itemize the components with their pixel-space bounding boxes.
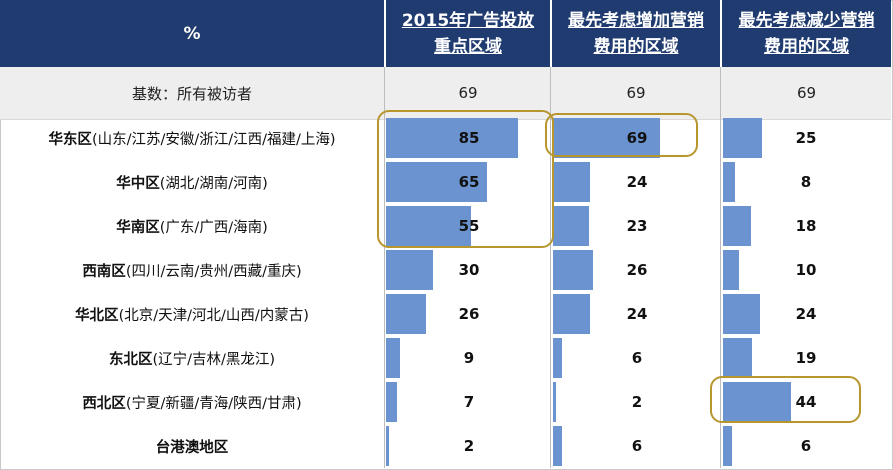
bar-ad-focus <box>386 162 487 202</box>
bar-decrease <box>723 118 762 158</box>
header-col-2-line1: 最先考虑增加营销 <box>568 10 704 31</box>
value-label-ad-focus: 65 <box>458 173 480 191</box>
column-divider <box>384 67 385 468</box>
header-percent-cell: % <box>0 0 384 67</box>
header-col-2-line2: 费用的区域 <box>593 36 679 57</box>
header-divider <box>720 0 722 67</box>
bar-increase <box>553 162 591 202</box>
region-name: 台港澳地区 <box>155 439 229 456</box>
row-label-north: 华北区 (北京/天津/河北/山西/内蒙古) <box>0 292 384 336</box>
header-col-3-line2: 费用的区域 <box>764 36 849 57</box>
bar-ad-focus <box>386 338 400 378</box>
value-label-increase: 69 <box>626 129 648 147</box>
row-label-central: 华中区 (湖北/湖南/河南) <box>0 160 384 204</box>
region-provinces: (宁夏/新疆/青海/陕西/甘肃) <box>125 395 302 412</box>
highlight-box-increase <box>545 113 698 157</box>
base-label: 基数：所有被访者 <box>131 84 252 103</box>
value-label-decrease: 18 <box>795 217 817 235</box>
header-col-1-line1: 2015年广告投放 <box>401 10 535 31</box>
region-name: 华北区 <box>75 307 119 324</box>
region-name: 华东区 <box>48 131 92 148</box>
column-divider <box>720 67 721 468</box>
region-provinces: (辽宁/吉林/黑龙江) <box>152 351 276 368</box>
bar-increase <box>553 206 589 246</box>
bar-increase <box>553 250 594 290</box>
value-label-ad-focus: 85 <box>458 129 480 147</box>
row-label-south: 华南区 (广东/广西/海南) <box>0 204 384 248</box>
region-provinces: (湖北/湖南/河南) <box>159 175 268 192</box>
region-provinces: (山东/江苏/安徽/浙江/江西/福建/上海) <box>91 131 336 148</box>
bar-increase <box>553 294 591 334</box>
value-label-decrease: 44 <box>795 393 817 411</box>
value-label-increase: 2 <box>631 393 643 411</box>
header-col-3-line1: 最先考虑减少营销 <box>738 10 875 31</box>
header-col-increase: 最先考虑增加营销 费用的区域 <box>552 0 720 67</box>
highlight-box-ad-focus <box>377 110 554 248</box>
bar-decrease <box>723 426 733 466</box>
bar-decrease <box>723 250 739 290</box>
value-label-increase: 23 <box>626 217 648 235</box>
bar-decrease <box>723 382 792 422</box>
value-label-ad-focus: 55 <box>458 217 480 235</box>
bar-increase <box>553 426 563 466</box>
bar-ad-focus <box>386 426 390 466</box>
row-label-east: 华东区 (山东/江苏/安徽/浙江/江西/福建/上海) <box>0 116 384 160</box>
value-label-decrease: 19 <box>795 349 817 367</box>
region-provinces: (北京/天津/河北/山西/内蒙古) <box>118 307 309 324</box>
region-name: 西北区 <box>82 395 126 412</box>
value-label-decrease: 6 <box>800 437 812 455</box>
value-label-ad-focus: 26 <box>458 305 480 323</box>
base-value-3: 69 <box>796 84 817 102</box>
value-label-decrease: 8 <box>800 173 812 191</box>
bar-decrease <box>723 294 761 334</box>
region-name: 华南区 <box>116 219 160 236</box>
region-provinces: (广东/广西/海南) <box>159 219 268 236</box>
bar-increase <box>553 382 557 422</box>
header-col-1-line2: 重点区域 <box>434 36 502 57</box>
value-label-increase: 24 <box>626 305 648 323</box>
header-divider <box>384 0 386 67</box>
value-label-decrease: 25 <box>795 129 817 147</box>
bar-ad-focus <box>386 118 518 158</box>
region-provinces: (四川/云南/贵州/西藏/重庆) <box>125 263 302 280</box>
value-label-ad-focus: 2 <box>463 437 475 455</box>
base-value-1: 69 <box>458 84 478 102</box>
value-label-increase: 6 <box>631 349 643 367</box>
percent-label: % <box>183 23 201 44</box>
header-divider <box>550 0 552 67</box>
bar-decrease <box>723 206 751 246</box>
row-label-northeast: 东北区 (辽宁/吉林/黑龙江) <box>0 336 384 380</box>
value-label-increase: 6 <box>631 437 643 455</box>
region-name: 东北区 <box>108 351 153 368</box>
bar-ad-focus <box>386 382 397 422</box>
value-label-increase: 24 <box>626 173 648 191</box>
value-label-decrease: 24 <box>795 305 817 323</box>
value-label-decrease: 10 <box>795 261 817 279</box>
region-name: 西南区 <box>82 263 126 280</box>
column-divider <box>550 67 551 468</box>
header-col-ad-focus: 2015年广告投放 重点区域 <box>386 0 550 67</box>
value-label-ad-focus: 7 <box>463 393 475 411</box>
bar-increase <box>553 118 660 158</box>
bar-increase <box>553 338 563 378</box>
value-label-ad-focus: 9 <box>463 349 475 367</box>
bar-decrease <box>723 338 753 378</box>
row-label-southwest: 西南区 (四川/云南/贵州/西藏/重庆) <box>0 248 384 292</box>
region-name: 华中区 <box>116 175 160 192</box>
bar-ad-focus <box>386 294 427 334</box>
bar-ad-focus <box>386 206 472 246</box>
base-value-2: 69 <box>626 84 646 102</box>
highlight-box-decrease <box>710 376 861 423</box>
value-label-ad-focus: 30 <box>458 261 480 279</box>
row-label-northwest: 西北区 (宁夏/新疆/青海/陕西/甘肃) <box>0 380 384 424</box>
bar-decrease <box>723 162 736 202</box>
bar-ad-focus <box>386 250 433 290</box>
value-label-increase: 26 <box>626 261 648 279</box>
header-col-decrease: 最先考虑减少营销 费用的区域 <box>722 0 891 67</box>
row-label-hk-macao-taiwan: 台港澳地区 <box>0 424 384 468</box>
